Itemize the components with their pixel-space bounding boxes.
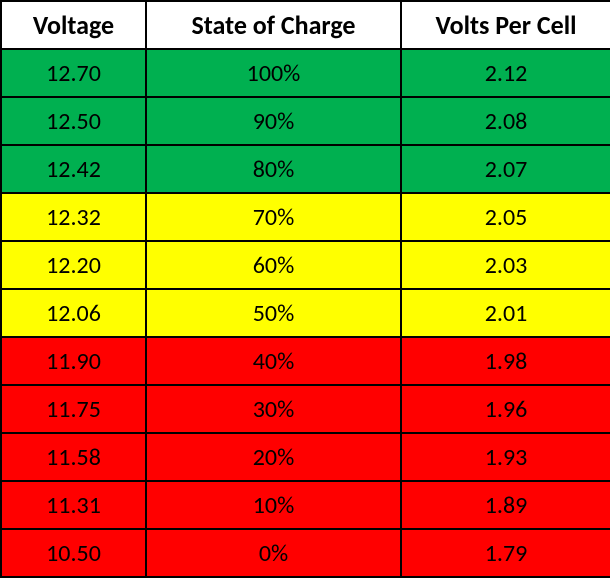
col-header-voltage: Voltage <box>1 1 146 49</box>
cell-voltage: 12.32 <box>1 193 146 241</box>
cell-soc: 80% <box>146 145 401 193</box>
cell-soc: 50% <box>146 289 401 337</box>
cell-vpc: 2.01 <box>401 289 610 337</box>
cell-vpc: 1.96 <box>401 385 610 433</box>
cell-soc: 40% <box>146 337 401 385</box>
table-header-row: Voltage State of Charge Volts Per Cell <box>1 1 610 49</box>
cell-vpc: 2.08 <box>401 97 610 145</box>
cell-soc: 70% <box>146 193 401 241</box>
table-body: 12.70 100% 2.12 12.50 90% 2.08 12.42 80%… <box>1 49 610 577</box>
cell-voltage: 11.75 <box>1 385 146 433</box>
col-header-soc: State of Charge <box>146 1 401 49</box>
cell-vpc: 1.98 <box>401 337 610 385</box>
table-row: 11.90 40% 1.98 <box>1 337 610 385</box>
cell-vpc: 2.07 <box>401 145 610 193</box>
cell-voltage: 10.50 <box>1 529 146 577</box>
cell-voltage: 12.42 <box>1 145 146 193</box>
cell-soc: 90% <box>146 97 401 145</box>
col-header-vpc: Volts Per Cell <box>401 1 610 49</box>
cell-soc: 20% <box>146 433 401 481</box>
soc-table-container: Voltage State of Charge Volts Per Cell 1… <box>0 0 610 578</box>
table-row: 11.58 20% 1.93 <box>1 433 610 481</box>
cell-soc: 100% <box>146 49 401 97</box>
table-row: 12.70 100% 2.12 <box>1 49 610 97</box>
cell-voltage: 11.31 <box>1 481 146 529</box>
table-row: 10.50 0% 1.79 <box>1 529 610 577</box>
cell-soc: 30% <box>146 385 401 433</box>
table-row: 12.42 80% 2.07 <box>1 145 610 193</box>
cell-voltage: 11.58 <box>1 433 146 481</box>
cell-vpc: 2.03 <box>401 241 610 289</box>
table-row: 12.32 70% 2.05 <box>1 193 610 241</box>
cell-voltage: 12.06 <box>1 289 146 337</box>
table-row: 11.75 30% 1.96 <box>1 385 610 433</box>
table-row: 12.50 90% 2.08 <box>1 97 610 145</box>
soc-table: Voltage State of Charge Volts Per Cell 1… <box>0 0 610 578</box>
table-row: 12.06 50% 2.01 <box>1 289 610 337</box>
cell-soc: 60% <box>146 241 401 289</box>
cell-soc: 10% <box>146 481 401 529</box>
table-row: 11.31 10% 1.89 <box>1 481 610 529</box>
cell-voltage: 11.90 <box>1 337 146 385</box>
cell-vpc: 1.93 <box>401 433 610 481</box>
cell-vpc: 2.12 <box>401 49 610 97</box>
cell-vpc: 1.89 <box>401 481 610 529</box>
cell-vpc: 2.05 <box>401 193 610 241</box>
cell-soc: 0% <box>146 529 401 577</box>
cell-voltage: 12.70 <box>1 49 146 97</box>
table-row: 12.20 60% 2.03 <box>1 241 610 289</box>
cell-vpc: 1.79 <box>401 529 610 577</box>
cell-voltage: 12.50 <box>1 97 146 145</box>
cell-voltage: 12.20 <box>1 241 146 289</box>
